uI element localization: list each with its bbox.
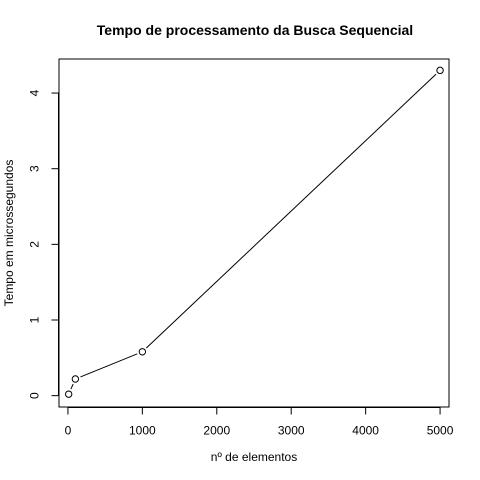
x-tick-label: 2000 bbox=[203, 424, 230, 438]
y-tick-label: 4 bbox=[28, 89, 42, 96]
data-point bbox=[64, 390, 73, 398]
x-tick-label: 5000 bbox=[427, 424, 454, 438]
data-point bbox=[138, 348, 147, 356]
y-axis: 0 1 2 3 4 bbox=[28, 89, 59, 399]
x-tick-label: 0 bbox=[65, 424, 72, 438]
x-axis: 0 1000 2000 3000 4000 5000 bbox=[65, 407, 454, 438]
series-line-segment bbox=[70, 383, 74, 390]
y-tick-label: 1 bbox=[28, 316, 42, 323]
x-tick-label: 1000 bbox=[129, 424, 156, 438]
y-tick-label: 2 bbox=[28, 241, 42, 248]
series-line-segment bbox=[146, 73, 437, 349]
x-tick-label: 4000 bbox=[352, 424, 379, 438]
chart-title: Tempo de processamento da Busca Sequenci… bbox=[97, 22, 413, 38]
y-tick-label: 3 bbox=[28, 165, 42, 172]
series-line-segment bbox=[80, 353, 138, 378]
y-axis-label: Tempo em microssegundos bbox=[2, 160, 16, 307]
x-axis-label: nº de elementos bbox=[211, 450, 297, 464]
x-tick-label: 3000 bbox=[278, 424, 305, 438]
plot-frame bbox=[58, 58, 450, 408]
series bbox=[64, 66, 444, 398]
data-point bbox=[71, 375, 80, 383]
y-tick-label: 0 bbox=[28, 392, 42, 399]
data-point bbox=[436, 66, 444, 75]
